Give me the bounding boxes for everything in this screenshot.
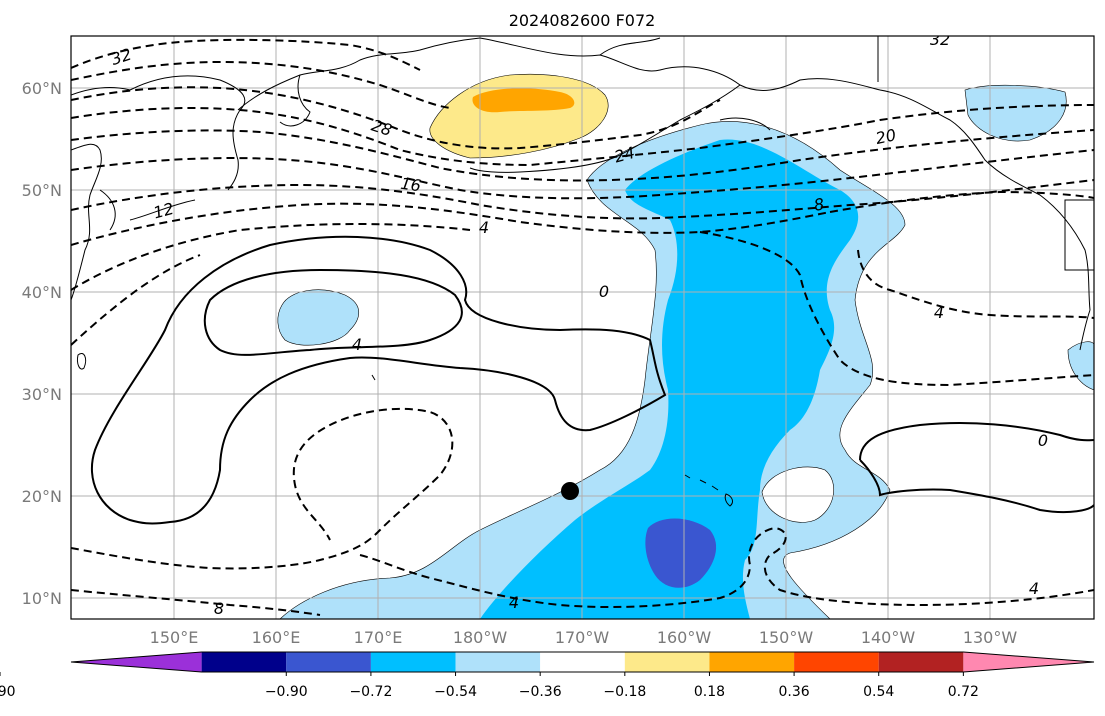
colorbar-tick-label: −0.18: [603, 684, 646, 700]
gridlines: [71, 36, 1094, 619]
colorbar-segment: [878, 652, 964, 672]
isolines: [71, 38, 1094, 616]
colorbar-segment: [709, 652, 795, 672]
contour-label: 32: [930, 30, 950, 49]
colorbar-tick-label: 0.36: [779, 684, 810, 700]
isolines-solid: [90, 235, 1094, 525]
contour-label: 4: [1029, 579, 1039, 598]
anomaly-light-blue-east: [1067, 341, 1094, 391]
storm-center-dot: [561, 482, 579, 500]
colorbar-segment: [540, 652, 625, 672]
contour-label: 4: [352, 335, 362, 354]
contour-label: 8: [812, 194, 825, 214]
colorbar-extend-max: [963, 652, 1094, 672]
colorbar-tick-label: −0.36: [519, 684, 562, 700]
colorbar-outline: [70, 651, 1095, 673]
colorbar-tick-label: −0.90: [265, 684, 308, 700]
contour-label: 0: [1038, 431, 1048, 450]
lat-label: 60°N: [22, 79, 62, 98]
colorbar-extend-min: [71, 652, 202, 672]
longitude-labels: 150°E 160°E 170°E 180°W 170°W 160°W 150°…: [150, 628, 1018, 647]
lon-label: 140°W: [861, 628, 916, 647]
contour-label: 12: [151, 199, 176, 223]
colorbar-tick-label: 0.18: [694, 684, 725, 700]
map-panel: 32 28 24 20 16 12 8 4 0 4 0 4 8 4 4 32: [71, 30, 1094, 619]
anomaly-orange: [472, 88, 575, 113]
lon-label: 170°W: [555, 628, 610, 647]
lat-label: 20°N: [22, 487, 62, 506]
coastlines: [71, 36, 1094, 507]
contour-label: 24: [612, 143, 637, 167]
colorbar-segment: [455, 652, 541, 672]
lat-label: 10°N: [22, 589, 62, 608]
contour-label: 4: [934, 303, 944, 322]
contour-label: 8: [214, 599, 224, 618]
lon-label: 160°W: [657, 628, 712, 647]
colorbar-segment: [201, 652, 287, 672]
colorbar-tick-label: 0.54: [863, 684, 894, 700]
lon-label: 150°E: [150, 628, 199, 647]
lon-label: 160°E: [252, 628, 301, 647]
colorbar-segment: [286, 652, 371, 672]
colorbar-tick-label: −0.72: [349, 684, 392, 700]
lat-label: 50°N: [22, 181, 62, 200]
colorbar-tick-label: 0.72: [948, 684, 979, 700]
colorbar: −0.90 −0.72 −0.54 −0.36 −0.18 0.18 0.36 0.54 0.7…: [0, 651, 1095, 700]
map-border: [70, 35, 1095, 620]
contour-label: 4: [479, 218, 489, 237]
anomaly-sky-blue-main: [480, 139, 859, 619]
lon-label: 170°E: [354, 628, 403, 647]
colorbar-tick-label: −0.54: [434, 684, 477, 700]
lon-label: 150°W: [759, 628, 814, 647]
anomaly-royal-blue: [645, 518, 717, 588]
latitude-labels: 60°N 50°N 40°N 30°N 20°N 10°N: [22, 79, 62, 608]
contour-label: 16: [399, 174, 422, 196]
colorbar-segment: [794, 652, 879, 672]
anomaly-light-blue-west: [277, 289, 360, 346]
contour-labels: 32 28 24 20 16 12 8 4 0 4 0 4 8 4 4 32: [109, 30, 1048, 618]
colorbar-tick-label: 0.90: [0, 684, 16, 700]
lat-label: 40°N: [22, 283, 62, 302]
lon-label: 180°W: [453, 628, 508, 647]
contour-label: 0: [599, 282, 609, 301]
contour-label: 20: [874, 125, 898, 148]
contour-label: 4: [509, 593, 519, 612]
lat-label: 30°N: [22, 385, 62, 404]
figure-title: 2024082600 F072: [509, 11, 656, 30]
colorbar-segment: [370, 652, 456, 672]
colorbar-segment: [624, 652, 710, 672]
lon-label: 130°W: [963, 628, 1018, 647]
